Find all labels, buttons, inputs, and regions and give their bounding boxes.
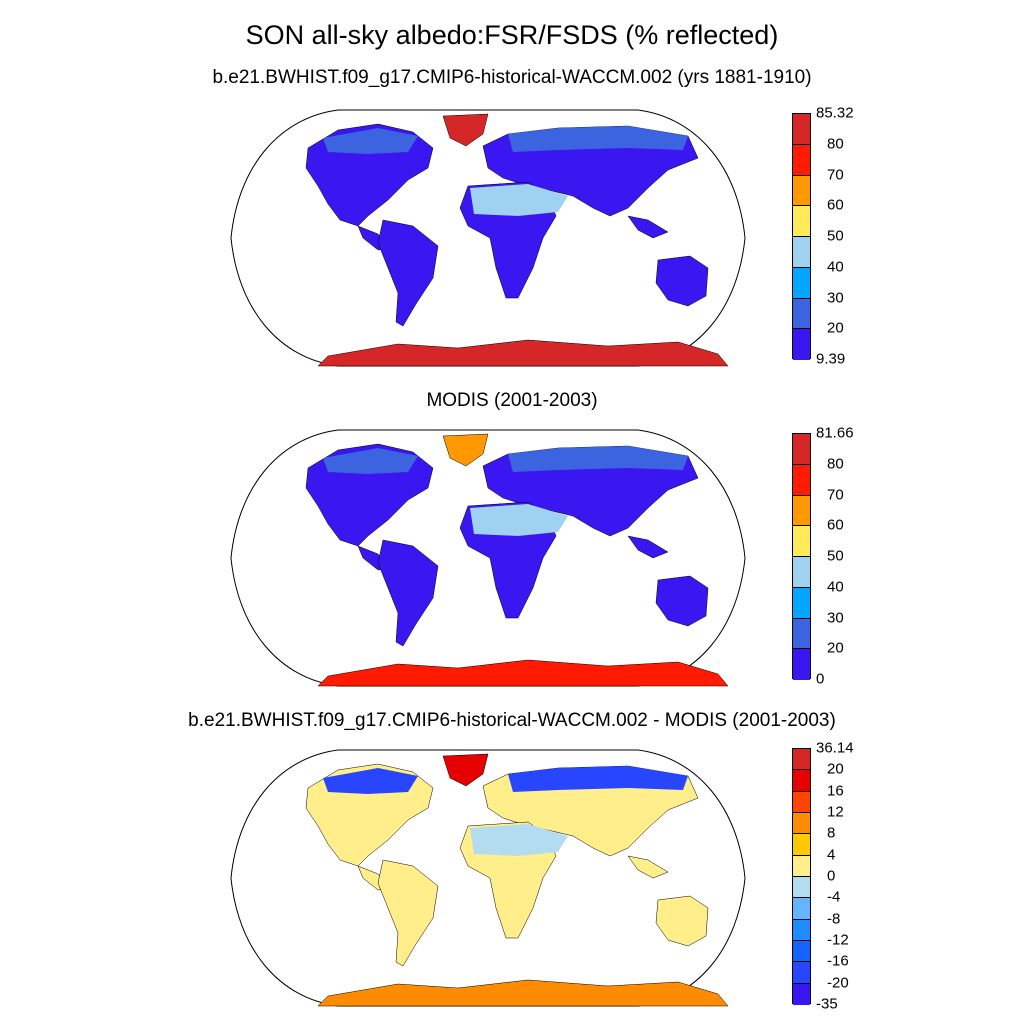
south-america-region (377, 219, 439, 327)
colorbar-box (793, 114, 810, 145)
colorbar-label: 36.14 (816, 739, 854, 757)
colorbar-label: 20 (827, 319, 844, 337)
colorbar-box (793, 791, 810, 813)
australia-region (655, 255, 709, 307)
colorbar-box (793, 464, 810, 496)
colorbar-box (793, 329, 810, 360)
colorbar-box (793, 587, 810, 619)
colorbar-box (793, 175, 810, 207)
colorbar-boxes (792, 748, 811, 1005)
sahara-region (470, 504, 568, 536)
colorbar-label: 50 (827, 227, 844, 245)
greenland-region (442, 433, 489, 467)
south-america-region (377, 859, 439, 967)
colorbar-label: 0 (827, 867, 836, 885)
colorbar-box (793, 298, 810, 330)
south-america-region (377, 539, 439, 647)
colorbar-label: 80 (827, 135, 844, 153)
colorbar-label: 12 (827, 803, 844, 821)
colorbar-label: -8 (827, 910, 841, 928)
colorbar-label: 0 (816, 670, 825, 688)
arctic-canada-region (323, 128, 418, 154)
panel-3-colorbar: 36.14 20 16 12 8 4 0 -4 -8 -12 -16 -20 -35 (792, 740, 862, 1013)
colorbar-box (793, 983, 810, 1005)
colorbar-box (793, 618, 810, 650)
panel-1-map (230, 109, 746, 367)
panel-1-title: b.e21.BWHIST.f09_g17.CMIP6-historical-WA… (212, 67, 812, 88)
colorbar-label: 81.66 (816, 424, 854, 442)
colorbar-box (793, 749, 810, 771)
colorbar-box (793, 237, 810, 268)
figure-title: SON all-sky albedo:FSR/FSDS (% reflected… (245, 20, 779, 50)
antarctica-region (317, 339, 729, 367)
southeast-asia-region (627, 855, 669, 879)
colorbar-label: 50 (827, 547, 844, 565)
colorbar-label: -12 (827, 931, 849, 949)
colorbar-box (793, 206, 810, 237)
siberia-region (508, 766, 688, 792)
colorbar-label: 20 (827, 639, 844, 657)
antarctica-region (317, 979, 729, 1007)
colorbar-boxes (792, 113, 811, 360)
colorbar-boxes (792, 433, 811, 680)
colorbar-box (793, 557, 810, 588)
colorbar-label: -35 (816, 995, 838, 1013)
colorbar-box (793, 526, 810, 557)
panel-2-map (230, 429, 746, 687)
colorbar-box (793, 898, 810, 920)
colorbar-box (793, 876, 810, 899)
colorbar-box (793, 144, 810, 176)
panel-3-title: b.e21.BWHIST.f09_g17.CMIP6-historical-WA… (188, 710, 836, 731)
panel-2-colorbar: 81.66 80 70 60 50 40 30 20 0 (792, 425, 862, 688)
colorbar-label: 40 (827, 258, 844, 276)
colorbar-label: 85.32 (816, 104, 854, 122)
colorbar-label: 30 (827, 289, 844, 306)
panel-3-map (230, 749, 746, 1007)
sahara-region (470, 824, 568, 856)
colorbar-label: 30 (827, 609, 844, 626)
colorbar-label: 70 (827, 166, 844, 183)
colorbar-box (793, 940, 810, 963)
colorbar-box (793, 770, 810, 792)
colorbar-label: 8 (827, 824, 836, 842)
colorbar-box (793, 834, 810, 856)
southeast-asia-region (627, 215, 669, 239)
colorbar-box (793, 962, 810, 984)
panel-1-colorbar: 85.32 80 70 60 50 40 30 20 9.39 (792, 105, 862, 368)
colorbar-label: 20 (827, 760, 844, 778)
colorbar-label: -4 (827, 888, 841, 906)
colorbar-label: 9.39 (816, 350, 846, 368)
colorbar-box (793, 812, 810, 835)
australia-region (655, 895, 709, 947)
siberia-region (508, 446, 688, 472)
colorbar-label: 16 (827, 782, 844, 800)
colorbar-label: 70 (827, 486, 844, 503)
siberia-region (508, 126, 688, 152)
colorbar-label: 60 (827, 196, 844, 214)
colorbar-label: -20 (827, 974, 849, 992)
greenland-region (442, 753, 489, 787)
colorbar-box (793, 495, 810, 527)
greenland-region (442, 113, 489, 147)
southeast-asia-region (627, 535, 669, 559)
arctic-canada-region (323, 768, 418, 794)
australia-region (655, 575, 709, 627)
colorbar-label: 60 (827, 516, 844, 534)
colorbar-box (793, 267, 810, 299)
colorbar-box (793, 434, 810, 465)
colorbar-label: -16 (827, 952, 849, 970)
arctic-canada-region (323, 448, 418, 474)
panel-2-title: MODIS (2001-2003) (426, 390, 598, 411)
colorbar-label: 4 (827, 846, 836, 864)
colorbar-box (793, 649, 810, 680)
colorbar-label: 40 (827, 578, 844, 596)
colorbar-box (793, 919, 810, 941)
sahara-region (470, 184, 568, 216)
colorbar-label: 80 (827, 455, 844, 473)
colorbar-box (793, 855, 810, 877)
antarctica-region (317, 659, 729, 687)
